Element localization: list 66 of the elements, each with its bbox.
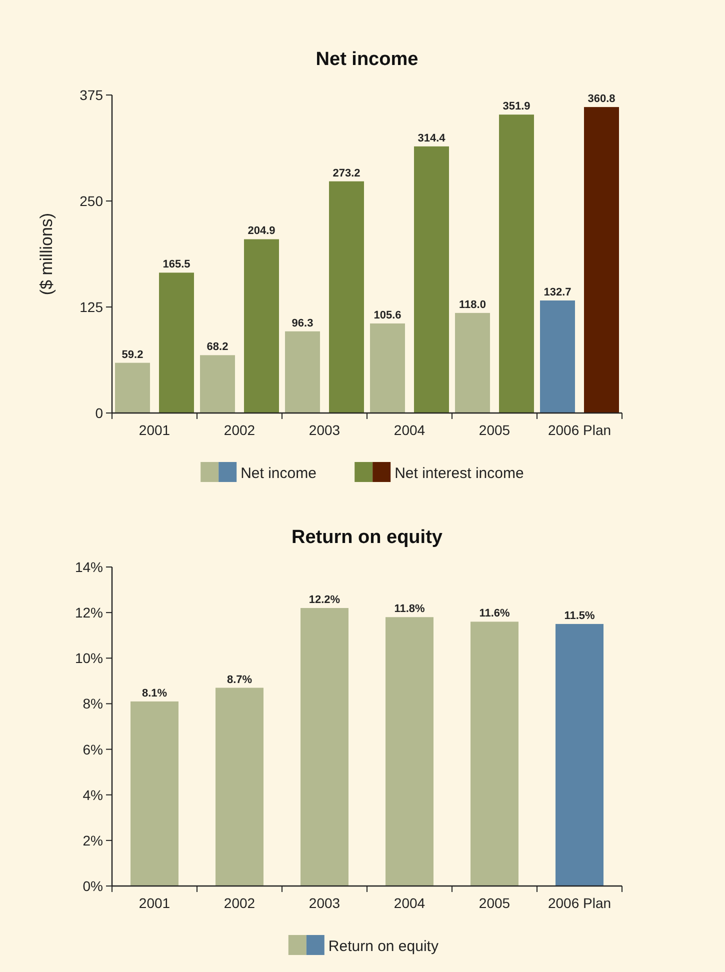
y-tick-label: 2% xyxy=(82,832,103,848)
chart-title: Net income xyxy=(316,49,418,70)
bar xyxy=(455,312,490,413)
data-label: 11.8% xyxy=(394,603,426,616)
data-label: 132.7 xyxy=(544,286,572,298)
bar xyxy=(540,300,575,413)
y-axis-title: ($ millions) xyxy=(37,212,56,296)
bar xyxy=(115,362,150,413)
data-label: 12.2% xyxy=(308,594,340,606)
x-tick-label: 2001 xyxy=(138,895,170,911)
y-tick-label: 14% xyxy=(74,559,103,575)
y-tick-label: 0 xyxy=(95,405,104,421)
data-label: 204.9 xyxy=(248,225,276,238)
bar xyxy=(556,624,604,886)
x-tick-label: 2005 xyxy=(478,895,510,911)
x-tick-label: 2004 xyxy=(394,895,426,911)
bar xyxy=(200,355,235,413)
data-label: 8.1% xyxy=(142,687,168,700)
y-tick-label: 0% xyxy=(82,878,103,894)
x-tick-label: 2005 xyxy=(478,422,510,438)
chart-title: Return on equity xyxy=(292,527,443,548)
data-label: 118.0 xyxy=(459,298,486,311)
bar xyxy=(329,181,364,413)
y-tick-label: 250 xyxy=(80,193,104,209)
data-label: 8.7% xyxy=(226,674,252,686)
bar xyxy=(470,622,518,886)
bar xyxy=(386,617,434,886)
bar xyxy=(414,146,449,413)
legend-label: Net interest income xyxy=(394,465,524,482)
bar xyxy=(285,331,320,413)
data-label: 351.9 xyxy=(502,100,530,113)
data-label: 273.2 xyxy=(332,167,360,180)
data-label: 314.4 xyxy=(418,132,446,144)
data-label: 105.6 xyxy=(374,309,402,322)
bar xyxy=(216,688,264,886)
data-label: 68.2 xyxy=(206,341,228,354)
legend-label: Net income xyxy=(240,465,316,482)
y-tick-label: 125 xyxy=(80,299,104,315)
data-label: 96.3 xyxy=(292,317,314,330)
bar xyxy=(584,107,619,413)
x-tick-label: 2001 xyxy=(138,422,170,438)
y-tick-label: 10% xyxy=(74,650,103,666)
y-tick-label: 4% xyxy=(82,786,103,803)
x-tick-label: 2006 Plan xyxy=(548,895,612,911)
x-tick-label: 2002 xyxy=(224,422,256,438)
bar xyxy=(499,114,534,413)
x-tick-label: 2004 xyxy=(394,422,426,438)
x-tick-label: 2003 xyxy=(308,895,340,911)
data-label: 360.8 xyxy=(588,93,616,106)
x-tick-label: 2002 xyxy=(224,895,256,911)
bar xyxy=(130,701,178,886)
x-tick-label: 2003 xyxy=(308,422,340,438)
y-tick-label: 6% xyxy=(82,741,103,758)
bar xyxy=(370,323,405,413)
bar xyxy=(159,272,194,413)
legend-label: Return on equity xyxy=(328,938,439,955)
data-label: 11.5% xyxy=(564,610,596,622)
x-tick-label: 2006 Plan xyxy=(548,422,612,438)
y-tick-label: 8% xyxy=(82,696,103,712)
y-tick-label: 12% xyxy=(74,604,103,621)
data-label: 165.5 xyxy=(162,258,190,271)
y-tick-label: 375 xyxy=(80,87,104,103)
bar xyxy=(244,239,279,413)
bar xyxy=(300,608,348,886)
data-label: 11.6% xyxy=(479,608,510,620)
data-label: 59.2 xyxy=(122,348,144,361)
